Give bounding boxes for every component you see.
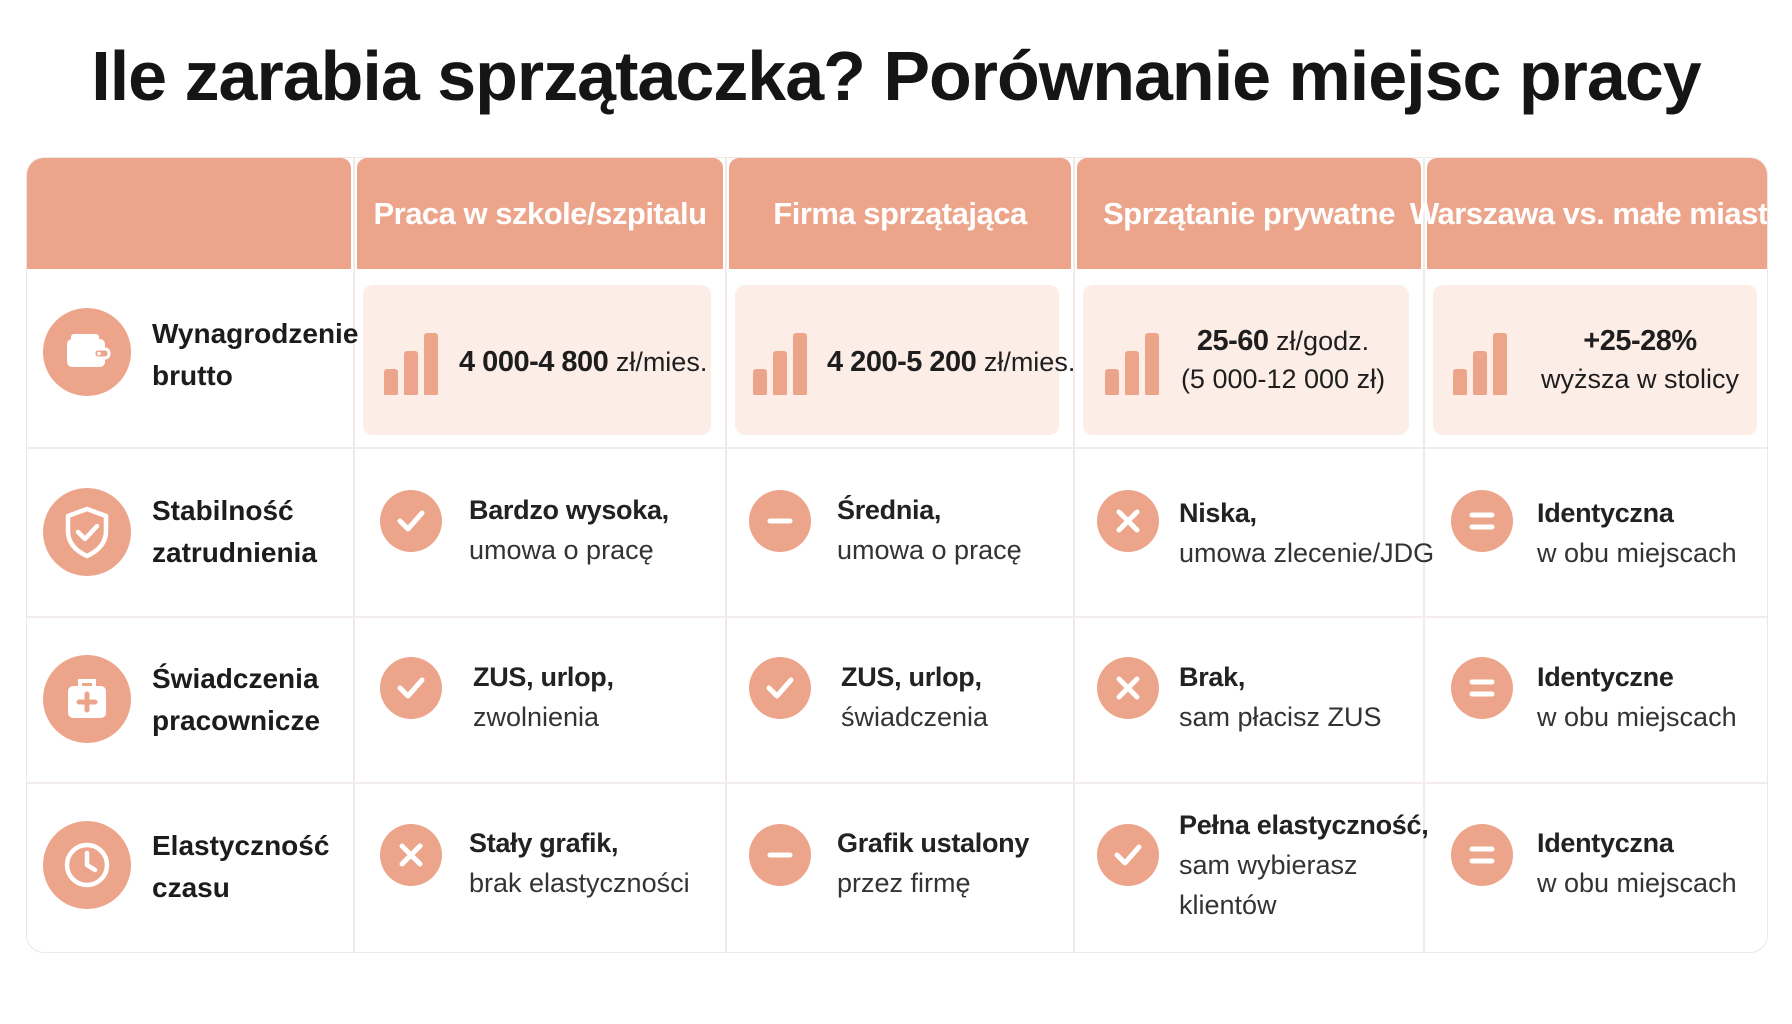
column-divider	[353, 158, 355, 952]
equals-icon	[1451, 824, 1513, 886]
bar-chart-icon	[1105, 331, 1161, 395]
row-divider	[27, 616, 1767, 618]
row-label-benefits: Świadczenia pracownicze	[152, 663, 321, 736]
flexibility-value: Pełna elastyczność, sam wybierasz klientów	[1179, 810, 1429, 920]
minus-icon	[749, 824, 811, 886]
row-divider	[27, 782, 1767, 784]
cross-icon	[380, 824, 442, 886]
column-divider	[725, 158, 727, 952]
benefits-value: Brak, sam płacisz ZUS	[1179, 662, 1382, 732]
cross-icon	[1097, 657, 1159, 719]
benefits-value: ZUS, urlop, świadczenia	[841, 662, 989, 732]
comparison-table: Praca w szkole/szpitalu Firma sprzątając…	[26, 157, 1768, 953]
clock-icon	[43, 821, 131, 909]
column-header-school-hospital: Praca w szkole/szpitalu	[357, 158, 723, 269]
check-icon	[380, 657, 442, 719]
column-header-cleaning-company: Firma sprzątająca	[729, 158, 1071, 269]
salary-cell	[735, 285, 1059, 435]
wallet-icon	[43, 308, 131, 396]
check-icon	[749, 657, 811, 719]
row-label-salary: Wynagrodzenie brutto	[152, 318, 359, 391]
cross-icon	[1097, 490, 1159, 552]
row-label-stability: Stabilność zatrudnienia	[152, 495, 317, 568]
stability-value: Średnia, umowa o pracę	[837, 495, 1022, 565]
minus-icon	[749, 490, 811, 552]
check-icon	[1097, 824, 1159, 886]
salary-value: 4 000-4 800 zł/mies.	[459, 346, 708, 378]
column-divider	[1073, 158, 1075, 952]
row-label-flexibility: Elastyczność czasu	[152, 830, 330, 903]
flexibility-value: Grafik ustalony przez firmę	[837, 828, 1030, 898]
row-divider	[27, 447, 1767, 449]
benefits-value: Identyczne w obu miejscach	[1537, 662, 1737, 732]
salary-value: +25-28% wyższa w stolicy	[1540, 325, 1740, 394]
column-header-private-cleaning: Sprzątanie prywatne	[1077, 158, 1421, 269]
medical-kit-icon	[43, 655, 131, 743]
check-icon	[380, 490, 442, 552]
salary-value: 25-60 zł/godz. (5 000-12 000 zł)	[1180, 325, 1386, 394]
stability-value: Bardzo wysoka, umowa o pracę	[469, 495, 669, 565]
equals-icon	[1451, 657, 1513, 719]
bar-chart-icon	[384, 331, 440, 395]
column-divider	[1423, 158, 1425, 952]
header-empty-cell	[27, 158, 351, 269]
stability-value: Niska, umowa zlecenie/JDG	[1179, 498, 1435, 568]
equals-icon	[1451, 490, 1513, 552]
benefits-value: ZUS, urlop, zwolnienia	[473, 662, 614, 732]
stability-value: Identyczna w obu miejscach	[1537, 498, 1737, 568]
flexibility-value: Stały grafik, brak elastyczności	[469, 828, 690, 898]
salary-cell	[1433, 285, 1757, 435]
bar-chart-icon	[1453, 331, 1509, 395]
shield-check-icon	[43, 488, 131, 576]
flexibility-value: Identyczna w obu miejscach	[1537, 828, 1737, 898]
salary-value: 4 200-5 200 zł/mies.	[827, 346, 1076, 378]
column-header-warsaw-vs-small-town: Warszawa vs. małe miasto	[1410, 158, 1767, 269]
bar-chart-icon	[753, 331, 809, 395]
page-title: Ile zarabia sprzątaczka? Porównanie miej…	[91, 37, 1701, 115]
salary-cell	[363, 285, 711, 435]
